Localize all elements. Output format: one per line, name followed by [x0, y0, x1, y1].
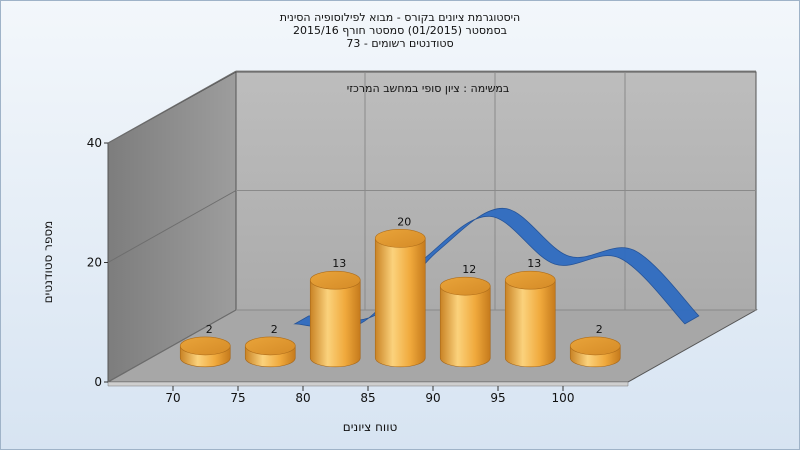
bar-80: [309, 270, 361, 368]
bar-data-label: 13: [332, 257, 346, 270]
bar-top: [179, 336, 231, 356]
x-tick-label: 80: [295, 391, 310, 405]
bars-group: 2 2 13 20 12 13 2: [179, 215, 621, 368]
gridline-side: [107, 190, 237, 263]
bar-data-label: 2: [206, 323, 213, 336]
bar-data-label: 12: [462, 263, 476, 276]
gridline-side: [107, 70, 237, 144]
x-tick-label: 95: [490, 391, 505, 405]
bar-data-label: 2: [271, 323, 278, 336]
gridlines: [107, 70, 756, 383]
floor-front-edge: [107, 381, 629, 387]
x-tick-label: 70: [165, 391, 180, 405]
x-tick-label: 90: [425, 391, 440, 405]
chart-subtitle: במשימה : ציון סופי במחשב המרכזי: [347, 82, 510, 95]
y-axis-ticks: 0 20 40: [87, 136, 108, 389]
bar-top: [374, 229, 426, 248]
bar-85: [374, 229, 426, 368]
bar-data-label: 13: [527, 257, 541, 270]
x-tick-label: 85: [360, 391, 375, 405]
chart-title-line-1: היסטוגרמת ציונים בקורס - מבוא לפילוסופיה…: [280, 11, 521, 24]
y-tick-label: 0: [94, 375, 102, 389]
x-axis-label: טווח ציונים: [343, 420, 398, 434]
y-tick-label: 20: [87, 256, 102, 270]
bar-body: [439, 285, 491, 368]
chart-title-line-2: בסמסטר (01/2015) סמסטר חורף 2015/16: [293, 24, 507, 37]
bar-body: [309, 279, 361, 368]
bar-top: [244, 336, 296, 356]
bar-data-label: 20: [397, 215, 411, 228]
bar-90: [439, 276, 491, 368]
y-tick-label: 40: [87, 136, 102, 150]
gridline-side: [107, 309, 237, 383]
y-axis-label: מספר סטודנטים: [41, 221, 55, 304]
bar-top: [439, 276, 491, 296]
bar-70: [179, 336, 231, 368]
bar-top: [504, 270, 556, 290]
bar-75: [244, 336, 296, 368]
chart-title-line-3: סטודנטים רשומים - 73: [346, 37, 453, 50]
bar-body: [504, 279, 556, 368]
bar-95: [504, 270, 556, 368]
bar-top: [309, 270, 361, 290]
bar-body: [374, 238, 426, 368]
bar-data-label: 2: [596, 323, 603, 336]
bar-top: [569, 336, 621, 356]
x-tick-label: 75: [230, 391, 245, 405]
x-axis-ticks: 70 75 80 85 90 95 100: [165, 386, 574, 405]
bar-100: [569, 336, 621, 368]
x-tick-label: 100: [552, 391, 575, 405]
